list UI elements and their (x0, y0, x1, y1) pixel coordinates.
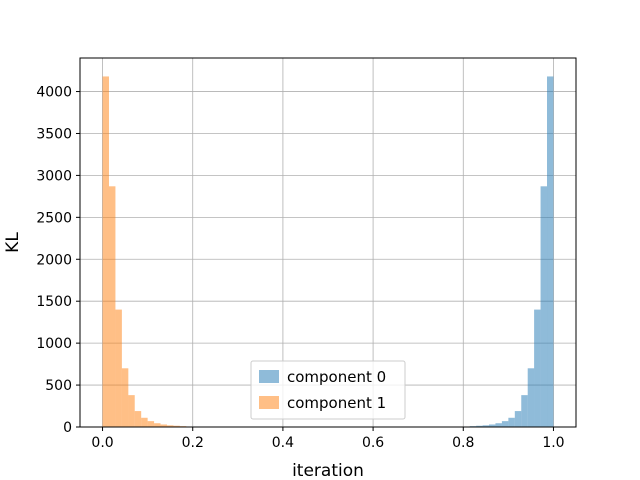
bar-component-0 (527, 368, 535, 427)
bar-component-0 (540, 186, 548, 427)
bar-component-0 (514, 411, 522, 427)
legend-box (250, 360, 406, 420)
bar-component-0 (521, 395, 528, 427)
y-tick-label: 1000 (36, 336, 72, 352)
legend-swatch-component-0 (259, 370, 279, 383)
y-tick-label: 0 (63, 420, 72, 436)
bar-component-1 (102, 76, 109, 427)
legend: component 0 component 1 (250, 360, 406, 420)
y-tick-label: 2500 (36, 210, 72, 226)
bar-component-0 (547, 76, 554, 427)
bar-component-0 (489, 424, 496, 427)
grid (80, 58, 576, 428)
bar-component-1 (108, 186, 116, 427)
bar-component-1 (134, 411, 142, 427)
bar-component-0 (534, 309, 541, 427)
bar-component-0 (482, 425, 490, 427)
bar-component-0 (495, 423, 502, 427)
y-tick-label: 3000 (36, 168, 72, 184)
y-tick-label: 1500 (36, 294, 72, 310)
legend-label-component-0: component 0 (287, 368, 386, 386)
bar-component-1 (147, 421, 155, 427)
bar-component-0 (501, 421, 509, 427)
bar-component-1 (154, 423, 161, 427)
bars (102, 76, 554, 427)
y-tick-label: 500 (45, 378, 72, 394)
bar-component-1 (141, 417, 148, 427)
bar-component-1 (115, 309, 122, 427)
bar-component-1 (121, 368, 129, 427)
y-tick-label: 4000 (36, 85, 72, 101)
x-axis-label: iteration (292, 461, 364, 480)
x-tick-label: 0.0 (91, 435, 113, 451)
legend-swatch-component-1 (259, 396, 279, 409)
bar-component-1 (166, 425, 174, 427)
x-tick-label: 0.4 (272, 435, 294, 451)
bar-component-1 (160, 424, 167, 427)
x-tick-label: 1.0 (542, 435, 564, 451)
bar-component-1 (173, 425, 180, 427)
x-tick-label: 0.6 (362, 435, 384, 451)
bar-component-0 (476, 425, 483, 427)
legend-label-component-1: component 1 (287, 394, 386, 412)
bar-component-1 (128, 395, 135, 427)
axis-ticks: 0.0 0.2 0.4 0.6 0.8 1.0 0 500 1000 1500 2000 2500 30… (36, 85, 564, 451)
x-tick-label: 0.8 (452, 435, 474, 451)
bar-component-0 (508, 417, 515, 427)
y-axis-label: KL (3, 232, 23, 253)
plot-frame (79, 57, 577, 428)
y-tick-label: 2000 (36, 252, 72, 268)
x-tick-label: 0.2 (182, 435, 204, 451)
y-tick-label: 3500 (36, 126, 72, 142)
